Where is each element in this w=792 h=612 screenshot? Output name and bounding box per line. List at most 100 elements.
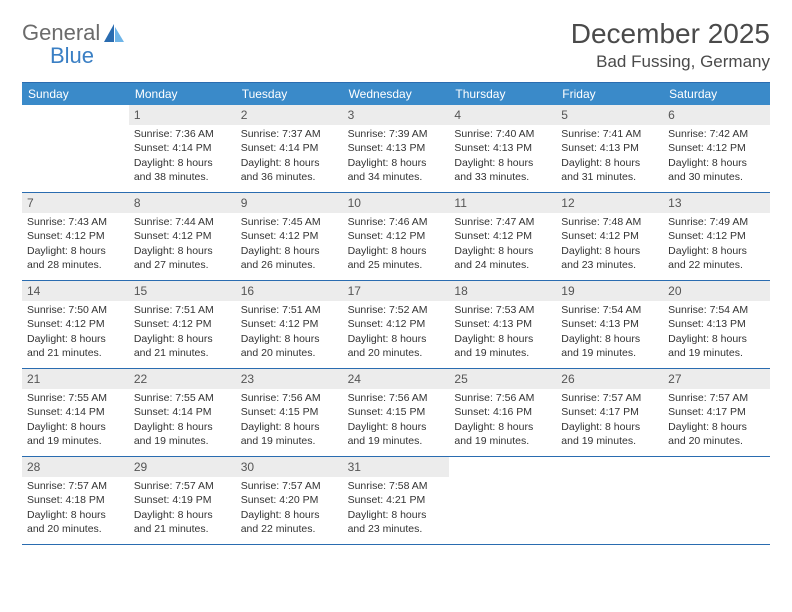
sunset-text: Sunset: 4:12 PM — [668, 229, 765, 243]
day-content: Sunrise: 7:57 AMSunset: 4:17 PMDaylight:… — [556, 389, 663, 452]
day-number: 14 — [22, 281, 129, 301]
title-block: December 2025 Bad Fussing, Germany — [571, 18, 770, 72]
calendar-cell: 29Sunrise: 7:57 AMSunset: 4:19 PMDayligh… — [129, 457, 236, 545]
calendar-cell: 26Sunrise: 7:57 AMSunset: 4:17 PMDayligh… — [556, 369, 663, 457]
sunrise-text: Sunrise: 7:41 AM — [561, 127, 658, 141]
calendar-cell: 16Sunrise: 7:51 AMSunset: 4:12 PMDayligh… — [236, 281, 343, 369]
sunset-text: Sunset: 4:12 PM — [27, 317, 124, 331]
sunset-text: Sunset: 4:14 PM — [134, 405, 231, 419]
calendar-cell: 2Sunrise: 7:37 AMSunset: 4:14 PMDaylight… — [236, 105, 343, 193]
daylight-text: Daylight: 8 hours and 34 minutes. — [348, 156, 445, 184]
calendar-cell: 30Sunrise: 7:57 AMSunset: 4:20 PMDayligh… — [236, 457, 343, 545]
daylight-text: Daylight: 8 hours and 20 minutes. — [241, 332, 338, 360]
day-content: Sunrise: 7:56 AMSunset: 4:15 PMDaylight:… — [236, 389, 343, 452]
daylight-text: Daylight: 8 hours and 25 minutes. — [348, 244, 445, 272]
day-content: Sunrise: 7:42 AMSunset: 4:12 PMDaylight:… — [663, 125, 770, 188]
daylight-text: Daylight: 8 hours and 36 minutes. — [241, 156, 338, 184]
day-number: 19 — [556, 281, 663, 301]
day-content: Sunrise: 7:51 AMSunset: 4:12 PMDaylight:… — [129, 301, 236, 364]
sunrise-text: Sunrise: 7:40 AM — [454, 127, 551, 141]
day-number: 17 — [343, 281, 450, 301]
daylight-text: Daylight: 8 hours and 19 minutes. — [454, 420, 551, 448]
sunset-text: Sunset: 4:12 PM — [348, 317, 445, 331]
day-number: 13 — [663, 193, 770, 213]
day-number: 28 — [22, 457, 129, 477]
sunset-text: Sunset: 4:14 PM — [241, 141, 338, 155]
daylight-text: Daylight: 8 hours and 22 minutes. — [241, 508, 338, 536]
calendar-cell: 24Sunrise: 7:56 AMSunset: 4:15 PMDayligh… — [343, 369, 450, 457]
day-content: Sunrise: 7:52 AMSunset: 4:12 PMDaylight:… — [343, 301, 450, 364]
sunrise-text: Sunrise: 7:39 AM — [348, 127, 445, 141]
day-content: Sunrise: 7:57 AMSunset: 4:20 PMDaylight:… — [236, 477, 343, 540]
calendar-cell: 4Sunrise: 7:40 AMSunset: 4:13 PMDaylight… — [449, 105, 556, 193]
daylight-text: Daylight: 8 hours and 19 minutes. — [668, 332, 765, 360]
daylight-text: Daylight: 8 hours and 33 minutes. — [454, 156, 551, 184]
sunset-text: Sunset: 4:15 PM — [241, 405, 338, 419]
sunrise-text: Sunrise: 7:52 AM — [348, 303, 445, 317]
sunset-text: Sunset: 4:12 PM — [241, 317, 338, 331]
sunrise-text: Sunrise: 7:57 AM — [241, 479, 338, 493]
sunset-text: Sunset: 4:21 PM — [348, 493, 445, 507]
page-header: General Blue December 2025 Bad Fussing, … — [22, 18, 770, 72]
day-content: Sunrise: 7:54 AMSunset: 4:13 PMDaylight:… — [663, 301, 770, 364]
sunrise-text: Sunrise: 7:44 AM — [134, 215, 231, 229]
daylight-text: Daylight: 8 hours and 19 minutes. — [241, 420, 338, 448]
calendar-cell: 23Sunrise: 7:56 AMSunset: 4:15 PMDayligh… — [236, 369, 343, 457]
calendar-cell: 6Sunrise: 7:42 AMSunset: 4:12 PMDaylight… — [663, 105, 770, 193]
sunset-text: Sunset: 4:13 PM — [454, 317, 551, 331]
daylight-text: Daylight: 8 hours and 19 minutes. — [348, 420, 445, 448]
calendar-cell — [556, 457, 663, 545]
calendar-cell: 1Sunrise: 7:36 AMSunset: 4:14 PMDaylight… — [129, 105, 236, 193]
daylight-text: Daylight: 8 hours and 20 minutes. — [668, 420, 765, 448]
day-content: Sunrise: 7:39 AMSunset: 4:13 PMDaylight:… — [343, 125, 450, 188]
day-number: 27 — [663, 369, 770, 389]
daylight-text: Daylight: 8 hours and 19 minutes. — [454, 332, 551, 360]
sunset-text: Sunset: 4:13 PM — [561, 141, 658, 155]
sunrise-text: Sunrise: 7:57 AM — [27, 479, 124, 493]
day-content: Sunrise: 7:55 AMSunset: 4:14 PMDaylight:… — [129, 389, 236, 452]
sunrise-text: Sunrise: 7:55 AM — [134, 391, 231, 405]
sunrise-text: Sunrise: 7:49 AM — [668, 215, 765, 229]
day-content: Sunrise: 7:50 AMSunset: 4:12 PMDaylight:… — [22, 301, 129, 364]
calendar-cell: 28Sunrise: 7:57 AMSunset: 4:18 PMDayligh… — [22, 457, 129, 545]
sunrise-text: Sunrise: 7:47 AM — [454, 215, 551, 229]
day-content: Sunrise: 7:43 AMSunset: 4:12 PMDaylight:… — [22, 213, 129, 276]
sunset-text: Sunset: 4:13 PM — [668, 317, 765, 331]
location-label: Bad Fussing, Germany — [571, 52, 770, 72]
weekday-header: Thursday — [449, 83, 556, 105]
day-number: 29 — [129, 457, 236, 477]
sunrise-text: Sunrise: 7:54 AM — [668, 303, 765, 317]
weekday-header: Sunday — [22, 83, 129, 105]
day-number: 2 — [236, 105, 343, 125]
day-number: 10 — [343, 193, 450, 213]
sunrise-text: Sunrise: 7:45 AM — [241, 215, 338, 229]
sunset-text: Sunset: 4:13 PM — [348, 141, 445, 155]
calendar-cell: 31Sunrise: 7:58 AMSunset: 4:21 PMDayligh… — [343, 457, 450, 545]
day-content: Sunrise: 7:57 AMSunset: 4:18 PMDaylight:… — [22, 477, 129, 540]
sunrise-text: Sunrise: 7:50 AM — [27, 303, 124, 317]
day-content: Sunrise: 7:48 AMSunset: 4:12 PMDaylight:… — [556, 213, 663, 276]
month-title: December 2025 — [571, 18, 770, 50]
sunrise-text: Sunrise: 7:56 AM — [454, 391, 551, 405]
calendar-cell: 11Sunrise: 7:47 AMSunset: 4:12 PMDayligh… — [449, 193, 556, 281]
day-content: Sunrise: 7:47 AMSunset: 4:12 PMDaylight:… — [449, 213, 556, 276]
calendar-cell — [663, 457, 770, 545]
sunrise-text: Sunrise: 7:46 AM — [348, 215, 445, 229]
daylight-text: Daylight: 8 hours and 19 minutes. — [561, 420, 658, 448]
daylight-text: Daylight: 8 hours and 21 minutes. — [27, 332, 124, 360]
weekday-header: Monday — [129, 83, 236, 105]
sunrise-text: Sunrise: 7:57 AM — [668, 391, 765, 405]
day-number: 12 — [556, 193, 663, 213]
weekday-header: Friday — [556, 83, 663, 105]
sunrise-text: Sunrise: 7:55 AM — [27, 391, 124, 405]
sunset-text: Sunset: 4:13 PM — [561, 317, 658, 331]
sunrise-text: Sunrise: 7:56 AM — [241, 391, 338, 405]
day-content: Sunrise: 7:56 AMSunset: 4:15 PMDaylight:… — [343, 389, 450, 452]
day-number: 3 — [343, 105, 450, 125]
sunset-text: Sunset: 4:12 PM — [668, 141, 765, 155]
sunset-text: Sunset: 4:19 PM — [134, 493, 231, 507]
sunset-text: Sunset: 4:12 PM — [27, 229, 124, 243]
logo-line2: Blue — [22, 45, 100, 67]
day-number: 9 — [236, 193, 343, 213]
daylight-text: Daylight: 8 hours and 24 minutes. — [454, 244, 551, 272]
